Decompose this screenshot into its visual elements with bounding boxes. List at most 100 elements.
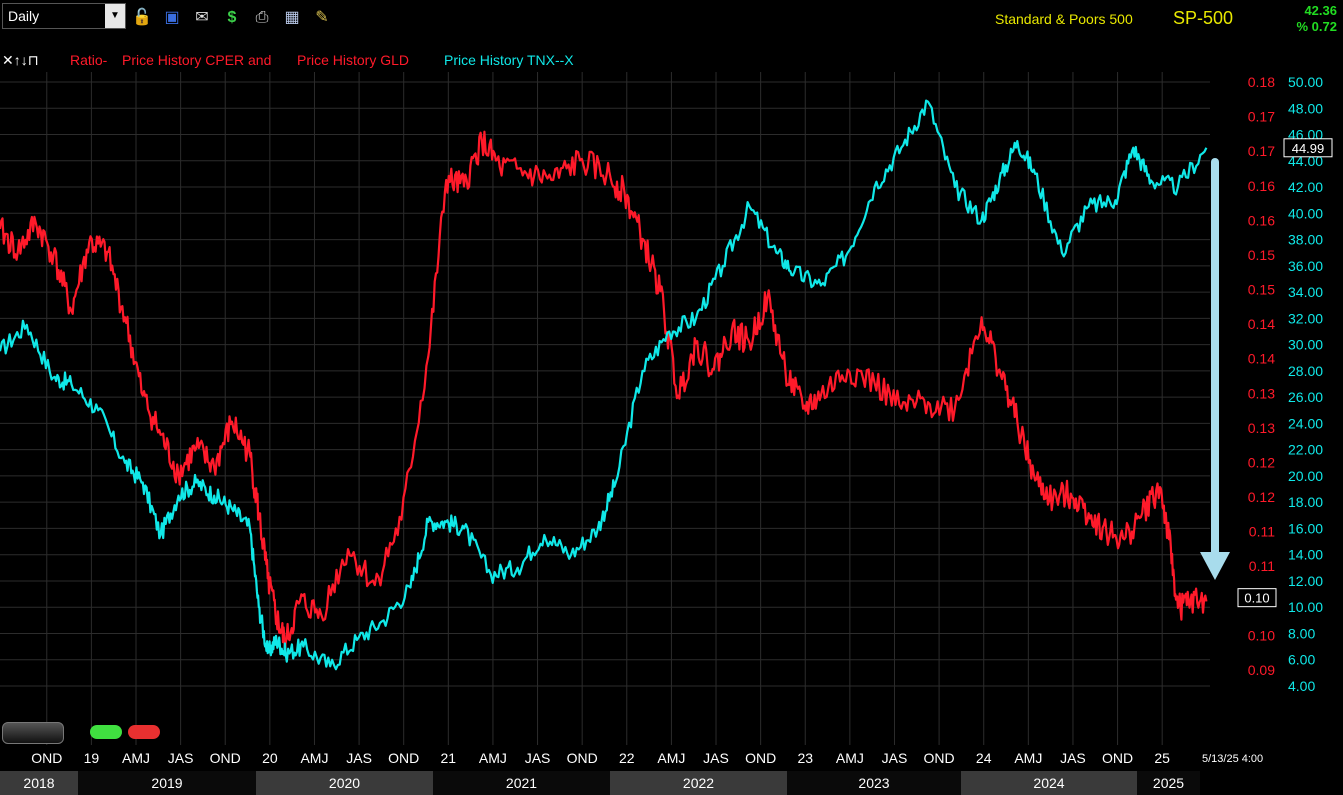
year-band [961,771,1137,795]
tnx-tick-label: 32.00 [1288,310,1323,326]
tnx-tick-label: 24.00 [1288,415,1323,431]
tnx-tick-label: 38.00 [1288,232,1323,248]
year-band [433,771,610,795]
ratio-tick-label: 0.16 [1248,178,1275,194]
ratio-tick-label: 0.16 [1248,212,1275,228]
axis-layer: 0.18 0.17 0.17 0.16 0.16 0.15 0.15 0.14 0.14 0.13… [31,74,1333,766]
pencil-icon[interactable]: ✎ [315,9,329,26]
grid [0,72,1210,745]
x-tick-label: AMJ [657,750,685,766]
tnx-tick-label: 30.00 [1288,337,1323,353]
year-band [0,771,78,795]
x-tick-label: 20 [262,750,278,766]
x-tick-label: 22 [619,750,635,766]
period-label: Daily [8,8,40,24]
year-label: 2025 [1153,775,1184,791]
legend-tnx: Price History TNX--X [444,52,574,68]
x-tick-label: AMJ [122,750,150,766]
year-label: 2018 [23,775,54,791]
year-label: 2021 [506,775,537,791]
period-select[interactable]: Daily ▼ [2,3,126,29]
x-tick-label: OND [31,750,62,766]
arrow-head [1200,552,1230,580]
year-band [610,771,787,795]
index-name: Standard & Poors 500 [995,11,1133,27]
x-tick-label: OND [388,750,419,766]
legend-controls[interactable]: ✕↑↓⊓ [2,52,39,68]
ratio-tick-label: 0.14 [1248,316,1275,332]
ratio-last-value: 0.10 [1244,591,1269,606]
ratio-last-box [1237,588,1277,608]
year-band [787,771,961,795]
tnx-tick-label: 10.00 [1288,599,1323,615]
x-tick-label: 19 [84,750,100,766]
year-label: 2023 [858,775,889,791]
tnx-last-box [1283,138,1333,158]
save-icon[interactable]: ▣ [164,9,180,26]
tnx-tick-label: 6.00 [1288,652,1315,668]
ratio-tick-label: 0.17 [1248,143,1275,159]
dropdown-arrow-icon[interactable]: ▼ [105,4,125,28]
tnx-tick-label: 48.00 [1288,100,1323,116]
year-label: 2020 [329,775,360,791]
ratio-tick-label: 0.15 [1248,282,1275,298]
x-tick-label: 23 [797,750,813,766]
calculator-icon[interactable]: ▦ [284,9,300,26]
x-tick-label: AMJ [836,750,864,766]
tnx-tick-label: 8.00 [1288,625,1315,641]
green-toggle-button[interactable] [90,725,122,739]
ratio-tick-label: 0.11 [1249,558,1275,574]
ratio-tick-label: 0.14 [1248,351,1275,367]
ratio-tick-label: 0.13 [1248,385,1275,401]
year-band [256,771,433,795]
tnx-tick-label: 34.00 [1288,284,1323,300]
ratio-tick-label: 0.09 [1248,662,1275,678]
annotation-arrow [1200,158,1230,580]
tnx-tick-label: 26.00 [1288,389,1323,405]
toolbar: Daily ▼ 🔓 ▣ ✉ $ ⎙ ▦ ✎ Standard & Poors 5… [0,0,1343,40]
x-tick-label: JAS [703,750,729,766]
x-tick-label: JAS [525,750,551,766]
x-tick-label: OND [567,750,598,766]
tnx-last-value: 44.99 [1292,141,1325,156]
ratio-tick-label: 0.17 [1248,109,1275,125]
x-tick-label: 21 [441,750,457,766]
ratio-tick-label: 0.12 [1248,489,1275,505]
last-price: 42.36 [1304,3,1337,18]
ratio-tick-label: 0.10 [1248,627,1275,643]
x-tick-label: 24 [976,750,992,766]
x-tick-label: 25 [1154,750,1170,766]
ratio-tick-label: 0.13 [1248,420,1275,436]
x-tick-label: AMJ [300,750,328,766]
legend-ratio-prefix: Ratio- [70,52,108,68]
year-band [78,771,256,795]
lock-icon[interactable]: 🔓 [132,9,152,26]
last-date-label: 5/13/25 4:00 [1202,753,1263,765]
tnx-line [0,99,1208,671]
x-tick-label: OND [210,750,241,766]
tnx-tick-label: 36.00 [1288,258,1323,274]
x-tick-label: OND [924,750,955,766]
ratio-tick-label: 0.15 [1248,247,1275,263]
tnx-tick-label: 22.00 [1288,442,1323,458]
tnx-tick-label: 50.00 [1288,74,1323,90]
chart-tool-button[interactable] [2,722,64,744]
tnx-tick-label: 40.00 [1288,205,1323,221]
ratio-line [0,130,1208,655]
x-tick-label: JAS [882,750,908,766]
series-layer [0,99,1208,671]
legend-ratio-b: Price History GLD [297,52,410,68]
year-band [1137,771,1200,795]
x-tick-label: JAS [346,750,372,766]
red-toggle-button[interactable] [128,725,160,739]
print-icon[interactable]: ⎙ [255,9,269,26]
x-tick-label: JAS [1060,750,1086,766]
year-label: 2019 [151,775,182,791]
x-tick-label: AMJ [479,750,507,766]
dollar-icon[interactable]: $ [227,9,237,26]
ratio-tick-label: 0.18 [1248,74,1275,90]
tnx-tick-label: 14.00 [1288,547,1323,563]
mail-icon[interactable]: ✉ [195,9,209,26]
x-tick-label: OND [1102,750,1133,766]
